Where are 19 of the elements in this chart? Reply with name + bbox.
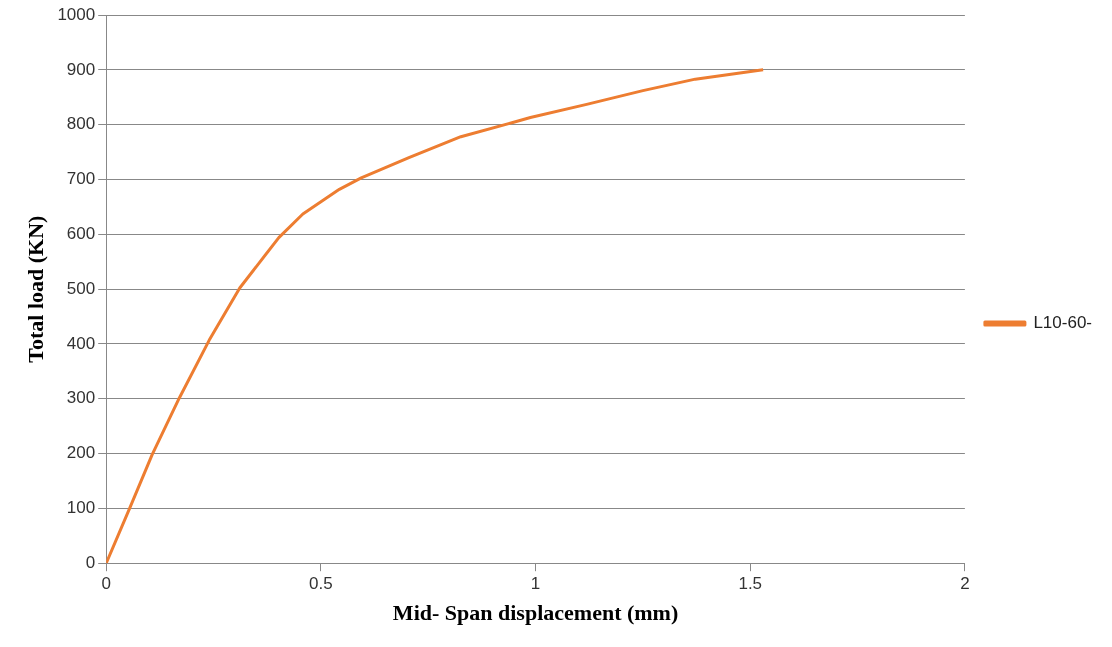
y-tick-label: 400 xyxy=(66,333,96,353)
y-tick-label: 800 xyxy=(66,114,96,134)
x-axis-title: Mid- Span displacement (mm) xyxy=(392,600,679,626)
x-tick-label: 2 xyxy=(960,574,970,594)
y-tick-label: 900 xyxy=(66,59,96,79)
y-tick-label: 500 xyxy=(66,278,96,298)
y-axis-title: Total load (KN) xyxy=(22,215,48,363)
legend-label: L10-60- xyxy=(1033,313,1093,333)
y-tick-label: 200 xyxy=(66,443,96,463)
y-tick-label: 100 xyxy=(66,498,96,518)
x-tick-label: 1 xyxy=(530,574,541,594)
x-tick-label: 0.5 xyxy=(309,574,333,594)
y-tick-label: 300 xyxy=(66,388,96,408)
y-tick-label: 0 xyxy=(85,552,96,572)
x-tick-label: 1.5 xyxy=(738,574,763,594)
y-tick-label: 700 xyxy=(66,169,96,189)
y-tick-label: 600 xyxy=(66,223,96,243)
x-tick-label: 0 xyxy=(101,574,111,594)
y-tick-label: 1000 xyxy=(57,4,96,24)
